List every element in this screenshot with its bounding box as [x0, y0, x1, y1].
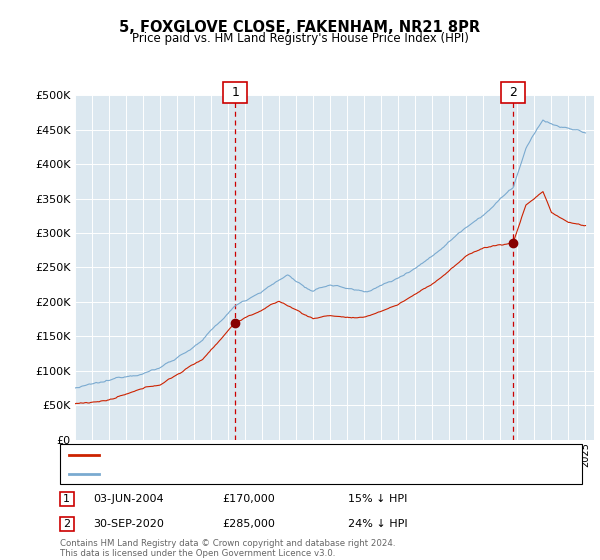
Text: ─────: ───── [65, 449, 103, 462]
Text: 03-JUN-2004: 03-JUN-2004 [93, 494, 164, 503]
Text: 2: 2 [63, 519, 70, 529]
Text: ─────: ───── [65, 468, 103, 481]
Text: HPI: Average price, detached house, North Norfolk: HPI: Average price, detached house, Nort… [105, 469, 368, 479]
Text: 15% ↓ HPI: 15% ↓ HPI [348, 494, 407, 503]
Text: 1: 1 [63, 494, 70, 503]
Text: 2: 2 [509, 86, 517, 99]
Text: 5, FOXGLOVE CLOSE, FAKENHAM, NR21 8PR: 5, FOXGLOVE CLOSE, FAKENHAM, NR21 8PR [119, 20, 481, 35]
Text: 5, FOXGLOVE CLOSE, FAKENHAM, NR21 8PR (detached house): 5, FOXGLOVE CLOSE, FAKENHAM, NR21 8PR (d… [105, 450, 428, 460]
Text: £170,000: £170,000 [222, 494, 275, 503]
Text: 1: 1 [232, 86, 239, 99]
Text: Contains HM Land Registry data © Crown copyright and database right 2024.
This d: Contains HM Land Registry data © Crown c… [60, 539, 395, 558]
Text: £285,000: £285,000 [222, 519, 275, 529]
Text: Price paid vs. HM Land Registry's House Price Index (HPI): Price paid vs. HM Land Registry's House … [131, 32, 469, 45]
Text: 30-SEP-2020: 30-SEP-2020 [93, 519, 164, 529]
Text: 24% ↓ HPI: 24% ↓ HPI [348, 519, 407, 529]
